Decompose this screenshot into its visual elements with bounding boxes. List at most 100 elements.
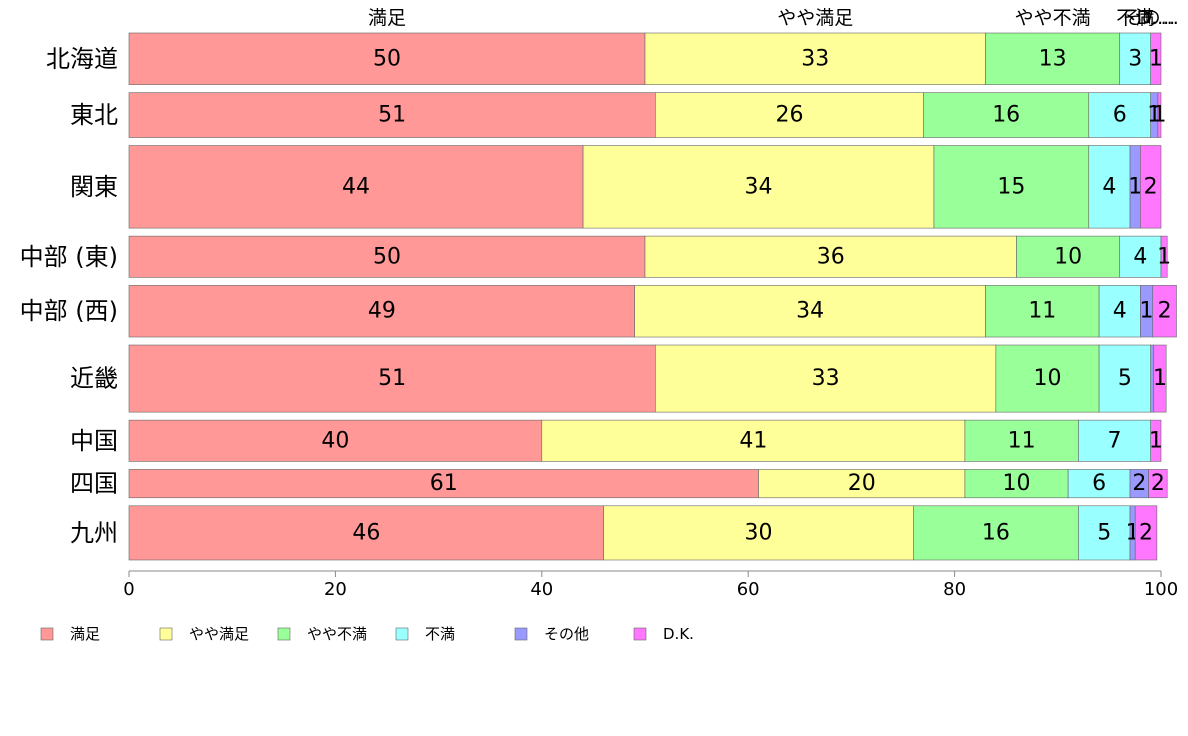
bar-segment	[1078, 419, 1151, 462]
data-label: 16	[992, 103, 1020, 128]
data-label: 1	[1149, 428, 1163, 453]
bar-segment	[634, 285, 986, 338]
data-label: 50	[373, 244, 401, 269]
data-label: 51	[378, 366, 406, 391]
data-label: 44	[342, 174, 370, 199]
bar-segment	[644, 235, 1017, 278]
data-label: 34	[745, 174, 773, 199]
bar-segment	[128, 32, 646, 85]
x-tick-label: 80	[943, 579, 966, 600]
bar-segment	[1160, 235, 1168, 278]
bar-segment	[128, 419, 543, 462]
data-label: 5	[1097, 520, 1111, 545]
bar-segment	[603, 505, 914, 561]
legend-label: 不満	[425, 625, 455, 643]
data-label: 26	[775, 103, 803, 128]
category-label: 関東	[70, 173, 118, 201]
category-label: 四国	[70, 470, 118, 498]
data-label: 2	[1151, 471, 1165, 496]
bar-segment	[1078, 505, 1131, 561]
bar-segment	[985, 32, 1121, 85]
data-label: 2	[1139, 520, 1153, 545]
data-label: 61	[430, 471, 458, 496]
data-label: 10	[1003, 471, 1031, 496]
category-label: 中国	[70, 427, 118, 455]
data-label: 2	[1158, 299, 1172, 324]
data-label: 2	[1144, 174, 1158, 199]
x-tick-label: 40	[530, 579, 553, 600]
legend-label: やや不満	[307, 625, 367, 643]
bar-segment	[1119, 32, 1151, 85]
bar-segment	[964, 469, 1069, 499]
bar-segment	[128, 344, 656, 413]
bar-segment	[128, 285, 635, 338]
data-label: 1	[1149, 46, 1163, 71]
bar-segment	[655, 344, 997, 413]
series-top-label: やや満足	[777, 7, 853, 29]
data-label: 1	[1140, 299, 1154, 324]
data-label: 7	[1108, 428, 1122, 453]
data-label: 4	[1113, 299, 1127, 324]
legend-swatch	[395, 627, 409, 641]
bar-segment	[1153, 344, 1167, 413]
bar-segment	[1157, 92, 1162, 138]
data-label: 40	[321, 428, 349, 453]
data-label: 50	[373, 46, 401, 71]
bar-segment	[913, 505, 1079, 561]
x-tick-label: 20	[324, 579, 347, 600]
data-label: 4	[1133, 244, 1147, 269]
category-label: 九州	[70, 519, 118, 547]
bar-segment	[128, 235, 646, 278]
data-label: 1	[1128, 174, 1142, 199]
data-label: 1	[1157, 244, 1171, 269]
bar-segment	[758, 469, 966, 499]
bar-segment	[985, 285, 1100, 338]
bar-segment	[964, 419, 1079, 462]
series-top-label: 満足	[368, 7, 406, 29]
data-label: 2	[1132, 471, 1146, 496]
legend-label: その他	[544, 625, 589, 643]
series-top-label: その...	[1123, 7, 1179, 29]
bar-segment	[1134, 505, 1158, 561]
category-label: 東北	[70, 101, 118, 129]
x-tick-label: 0	[123, 579, 134, 600]
legend-swatch	[277, 627, 291, 641]
category-label: 中部 (西)	[20, 297, 118, 325]
bar-segment	[923, 92, 1090, 138]
bar-segment	[655, 92, 924, 138]
legend-swatch	[159, 627, 173, 641]
data-label: 1	[1153, 366, 1167, 391]
legend-label: 満足	[70, 625, 100, 643]
data-label: 5	[1118, 366, 1132, 391]
bar-segment	[1140, 145, 1162, 229]
bar-segment	[1088, 92, 1151, 138]
bar-segment	[1016, 235, 1121, 278]
bar-segment	[128, 469, 759, 499]
legend-swatch	[40, 627, 54, 641]
series-top-label: やや不満	[1015, 7, 1091, 29]
bar-segment	[582, 145, 935, 229]
series-top-label: D....	[1136, 7, 1175, 29]
x-tick-label: 60	[737, 579, 760, 600]
bar-segment	[1148, 469, 1168, 499]
data-label: 36	[817, 244, 845, 269]
bar-segment	[644, 32, 986, 85]
data-label: 33	[801, 46, 829, 71]
data-label: 6	[1113, 103, 1127, 128]
legend-swatch	[514, 627, 528, 641]
category-label: 近畿	[70, 365, 118, 393]
data-label: 1	[1152, 103, 1166, 128]
category-label: 中部 (東)	[20, 243, 118, 271]
data-label: 3	[1128, 46, 1142, 71]
data-label: 10	[1054, 244, 1082, 269]
legend-swatch	[633, 627, 647, 641]
data-label: 20	[848, 471, 876, 496]
data-label: 11	[1008, 428, 1036, 453]
data-label: 16	[982, 520, 1010, 545]
bar-segment	[1152, 285, 1177, 338]
category-label: 北海道	[46, 45, 118, 73]
data-label: 15	[997, 174, 1025, 199]
